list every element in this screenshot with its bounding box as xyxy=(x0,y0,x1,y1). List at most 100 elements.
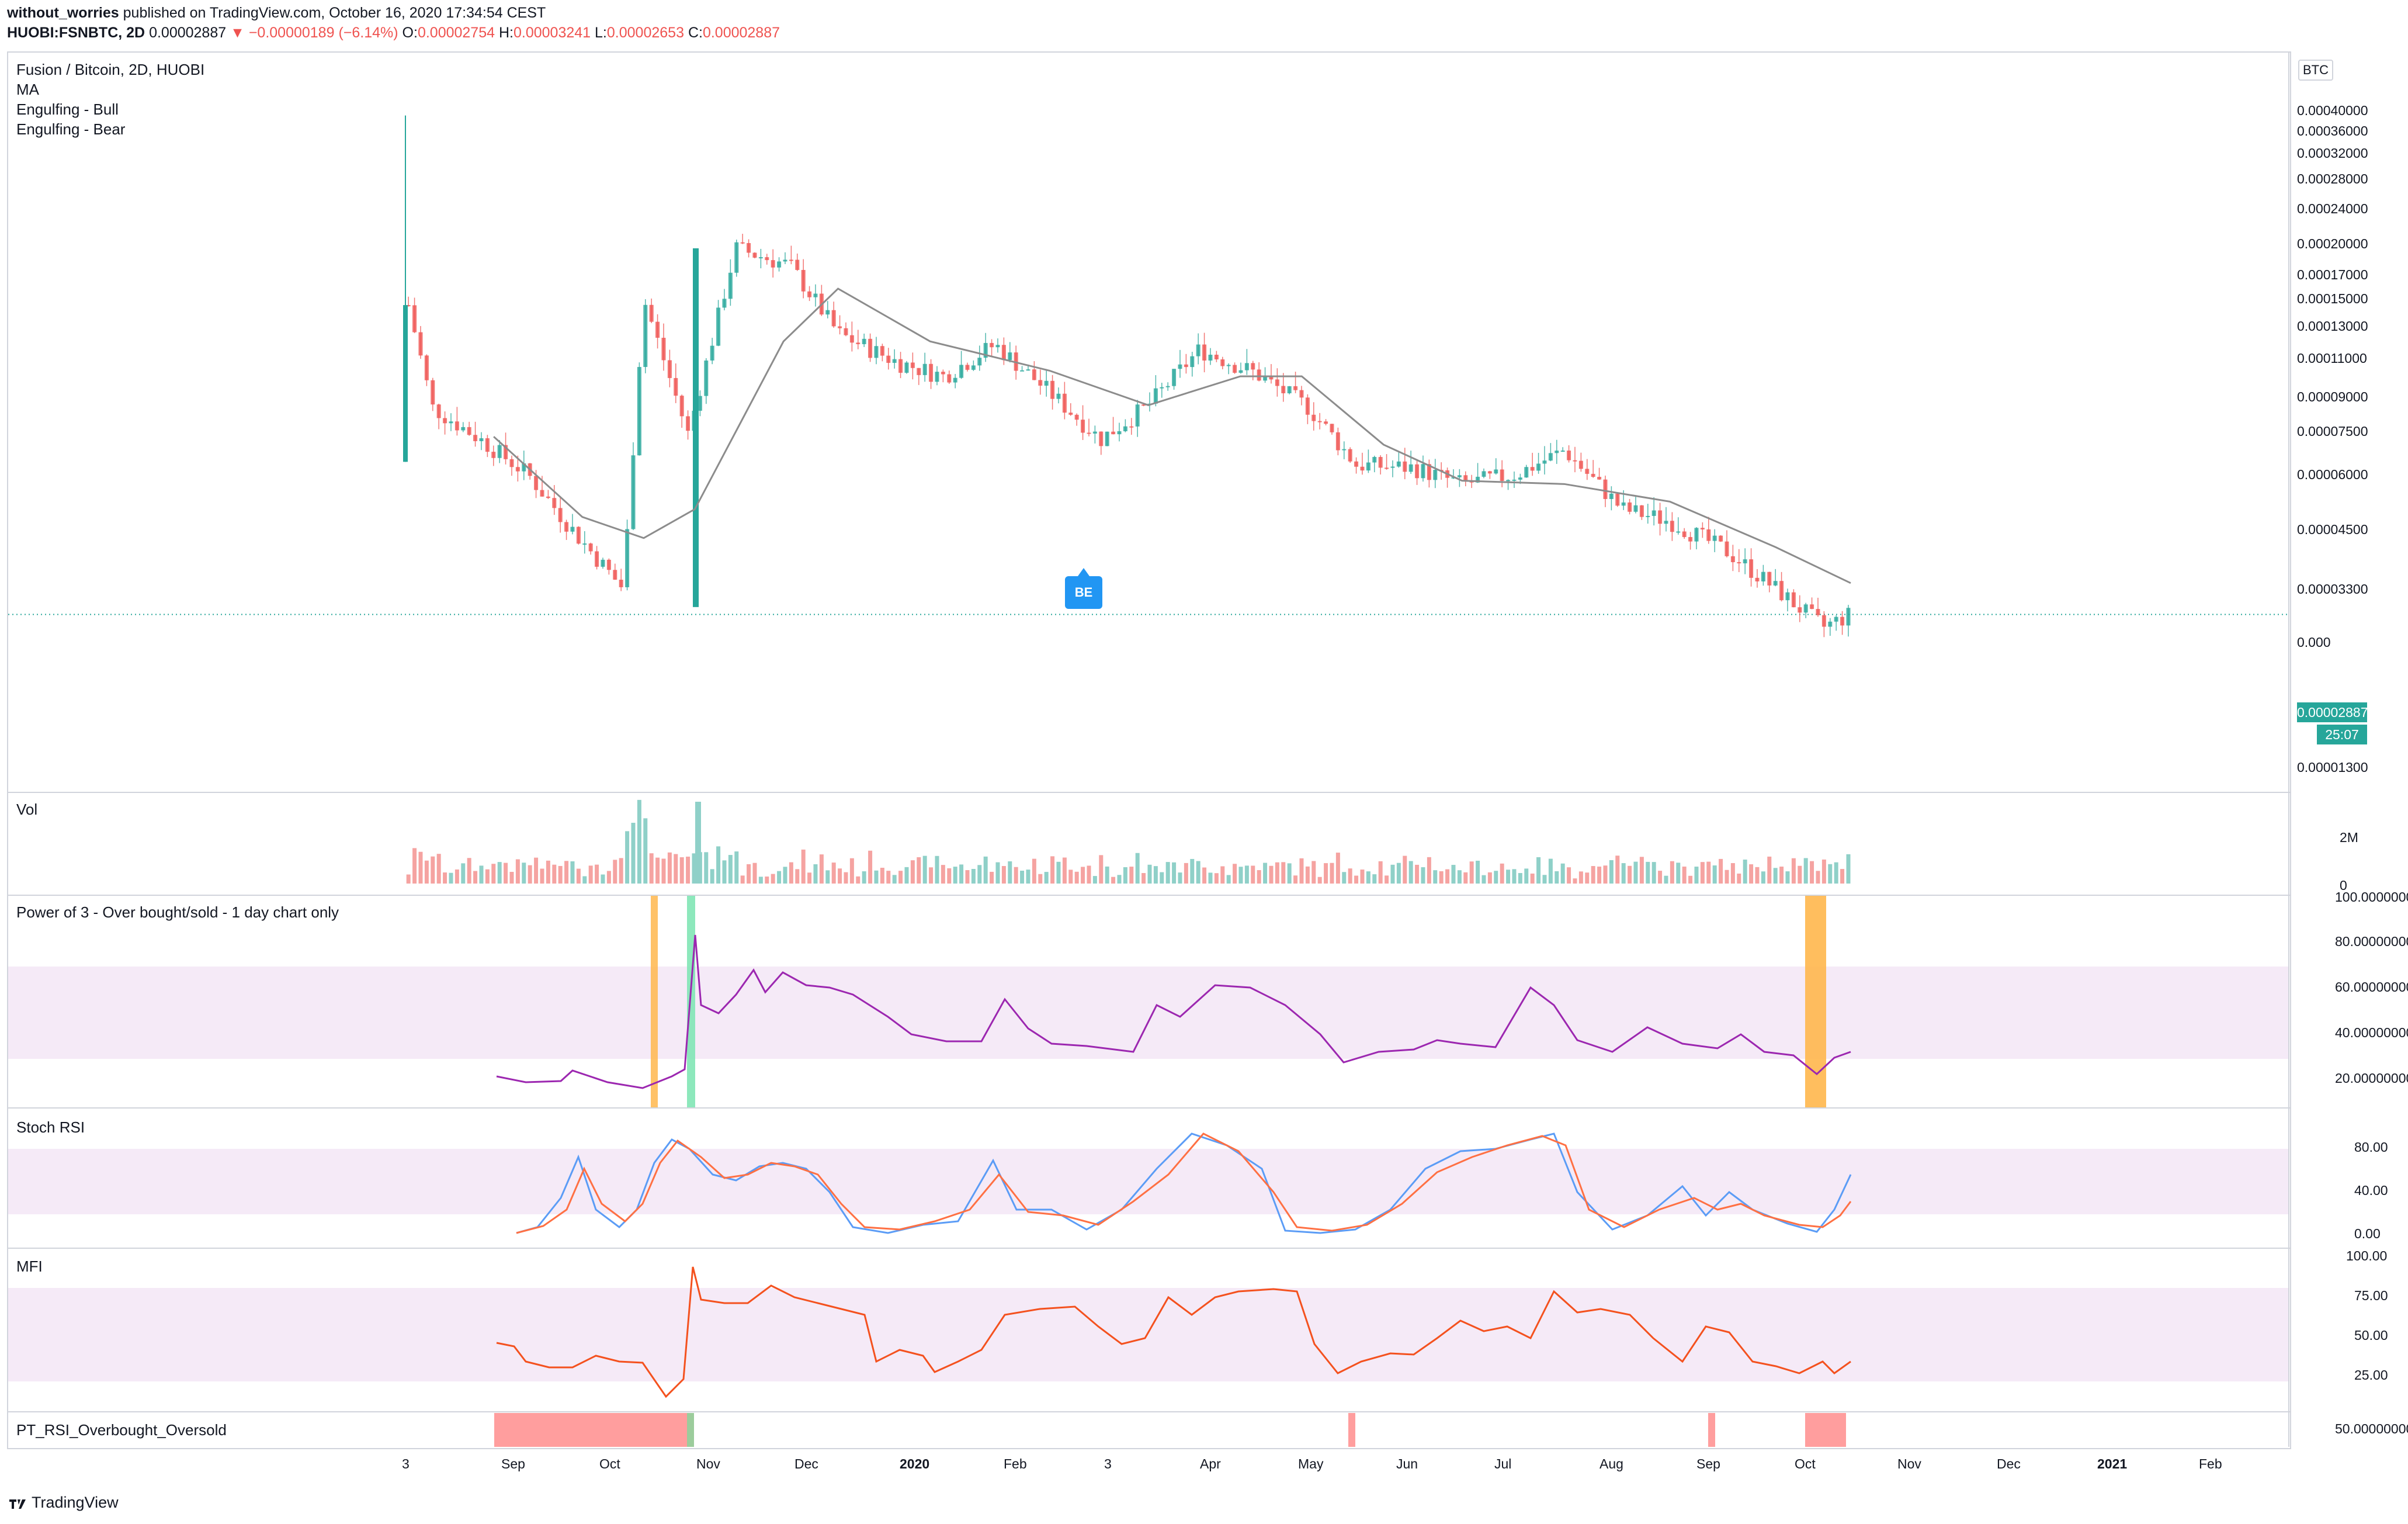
price-tick: 0.00032000 xyxy=(2297,146,2368,161)
candle xyxy=(1050,375,1055,410)
volume-bar xyxy=(431,856,435,884)
volume-bar xyxy=(1001,866,1006,884)
candle xyxy=(1196,333,1200,365)
mfi-pane-title[interactable]: MFI xyxy=(16,1258,43,1275)
volume-bar xyxy=(1518,873,1522,884)
volume-bar xyxy=(1834,862,1838,884)
candle xyxy=(552,485,557,515)
candle xyxy=(1700,522,1705,538)
volume-bar xyxy=(679,857,684,884)
candle xyxy=(1791,589,1796,608)
close-value: 0.00002887 xyxy=(702,25,780,41)
candle xyxy=(1305,394,1310,424)
volume-bar xyxy=(1791,858,1796,884)
candle xyxy=(1542,446,1547,474)
mfi-band xyxy=(8,1288,2289,1381)
volume-bar xyxy=(1670,861,1674,884)
volume-bar xyxy=(935,855,939,884)
candle xyxy=(1688,532,1693,550)
indicator-engulfing-bull-label[interactable]: Engulfing - Bull xyxy=(16,101,119,118)
candle xyxy=(886,348,891,370)
volume-bar xyxy=(1196,861,1200,884)
volume-bar xyxy=(831,863,836,884)
candle xyxy=(910,352,915,380)
price-tick: 0.00007500 xyxy=(2297,424,2368,439)
volume-bar xyxy=(1846,854,1851,884)
engulfing-bear-marker[interactable]: BE xyxy=(1065,568,1102,609)
candle xyxy=(1396,451,1401,468)
chart-frame xyxy=(7,51,2291,1449)
indicator-engulfing-bear-label[interactable]: Engulfing - Bear xyxy=(16,120,126,138)
volume-bar xyxy=(1694,867,1699,884)
candle xyxy=(1366,449,1370,473)
candle xyxy=(1773,569,1778,587)
volume-bar xyxy=(1202,867,1207,884)
volume-bar xyxy=(1238,867,1243,884)
candle xyxy=(722,289,727,311)
volume-bar xyxy=(1585,872,1590,884)
candle xyxy=(1087,418,1091,437)
volume-bar xyxy=(1567,867,1571,884)
candle xyxy=(588,542,593,555)
volume-bar xyxy=(1798,865,1802,884)
volume-bar xyxy=(674,854,678,884)
tradingview-footer[interactable]: TradingView xyxy=(8,1494,119,1512)
candle xyxy=(406,296,411,307)
power-pane-title[interactable]: Power of 3 - Over bought/sold - 1 day ch… xyxy=(16,903,339,921)
volume-bar xyxy=(1749,864,1754,884)
price-tick: 0.00040000 xyxy=(2297,103,2368,119)
volume-bar xyxy=(552,864,557,884)
candle xyxy=(1038,369,1043,395)
candle xyxy=(892,349,897,369)
volume-bar xyxy=(1165,862,1170,884)
candle xyxy=(1578,452,1583,472)
volume-bar xyxy=(576,868,581,884)
main-pane-title: Fusion / Bitcoin, 2D, HUOBI xyxy=(16,61,205,78)
candle xyxy=(740,234,745,244)
pt-pane-title[interactable]: PT_RSI_Overbought_Oversold xyxy=(16,1421,227,1439)
volume-bar xyxy=(1263,863,1268,884)
candle xyxy=(1324,419,1328,425)
candle xyxy=(995,338,1000,353)
candle xyxy=(1081,405,1085,440)
candle xyxy=(443,411,447,435)
candle xyxy=(1226,363,1231,375)
volume-bar xyxy=(752,863,757,884)
volume-bar xyxy=(868,850,873,884)
volume-bar xyxy=(1172,862,1177,884)
volume-bar xyxy=(424,860,429,884)
time-tick: Oct xyxy=(1795,1456,1816,1471)
candle xyxy=(1591,460,1595,478)
candle xyxy=(431,377,435,411)
volume-bar xyxy=(1160,872,1164,884)
price-change: −0.00000189 (−6.14%) xyxy=(248,25,398,41)
stoch-pane-title[interactable]: Stoch RSI xyxy=(16,1118,85,1136)
candle xyxy=(1269,364,1274,384)
vol-pane-title[interactable]: Vol xyxy=(16,801,38,818)
price-tick: 0.00024000 xyxy=(2297,200,2368,216)
candle xyxy=(1111,417,1116,435)
volume-bar xyxy=(1524,868,1529,884)
volume-bar xyxy=(558,865,563,884)
candle xyxy=(917,368,921,385)
time-tick: May xyxy=(1298,1456,1324,1471)
volume-bar xyxy=(454,869,459,884)
volume-bar xyxy=(1785,871,1790,884)
volume-bar xyxy=(540,868,544,884)
volume-bar xyxy=(491,864,496,884)
candle xyxy=(1378,455,1383,474)
candle xyxy=(1293,372,1298,393)
candle xyxy=(777,257,782,272)
price-tick: 0.00028000 xyxy=(2297,171,2368,187)
author-name[interactable]: without_worries xyxy=(7,5,119,21)
candle xyxy=(1810,597,1814,609)
volume-bar xyxy=(1135,853,1140,884)
low-value: 0.00002653 xyxy=(606,25,684,41)
currency-label[interactable]: BTC xyxy=(2298,60,2333,81)
volume-bar xyxy=(1141,873,1146,884)
indicator-ma-label[interactable]: MA xyxy=(16,81,39,98)
candle xyxy=(1141,404,1146,407)
power-band xyxy=(8,967,2289,1059)
candle xyxy=(625,519,630,591)
